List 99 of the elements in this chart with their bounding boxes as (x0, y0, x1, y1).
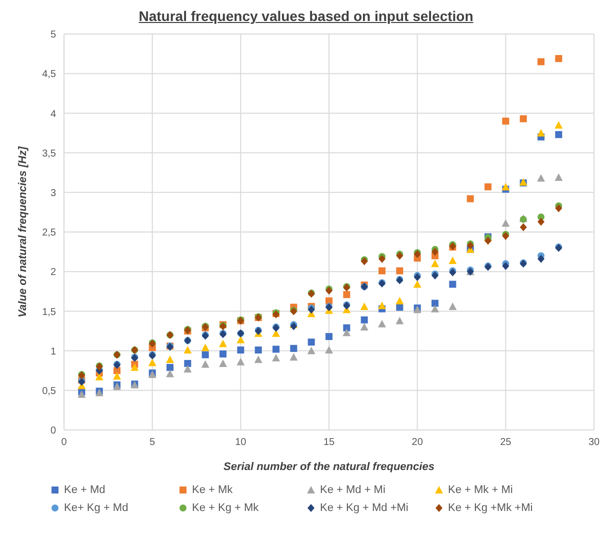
point (555, 55, 562, 62)
point (378, 267, 386, 274)
point (555, 204, 562, 212)
y-axis-title: Value of natural frequencies [Hz] (16, 146, 29, 318)
point (484, 183, 492, 190)
legend-label: Ke + Md (64, 484, 106, 496)
point (78, 390, 86, 398)
point (502, 118, 510, 125)
x-tick-label: 20 (412, 437, 424, 448)
point (272, 354, 280, 362)
point (343, 324, 350, 332)
point (219, 340, 227, 348)
point (184, 360, 192, 367)
point (537, 129, 545, 136)
point (448, 256, 457, 264)
point (378, 254, 386, 263)
y-tick-label: 0,5 (42, 386, 56, 397)
point (502, 219, 510, 227)
point (307, 346, 316, 354)
x-tick-label: 25 (500, 437, 512, 448)
point (308, 338, 315, 346)
point (554, 121, 563, 129)
point (466, 195, 474, 202)
point (272, 346, 280, 353)
point (413, 280, 422, 288)
point (166, 356, 174, 364)
point (432, 300, 438, 307)
point (202, 351, 209, 358)
point (148, 358, 156, 366)
point (502, 262, 510, 270)
legend-label: Ke + Mk (192, 484, 233, 496)
legend-label: Ke + Mk + Mi (448, 484, 513, 496)
point (130, 363, 139, 371)
point (538, 58, 544, 66)
legend-label: Ke + Md + Mi (320, 484, 386, 496)
y-tick-label: 4 (50, 108, 56, 120)
point (254, 346, 262, 354)
chart-title: Natural frequency values based on input selection (138, 8, 474, 24)
y-tick-label: 2 (50, 267, 56, 278)
point (378, 320, 386, 328)
point (520, 223, 527, 232)
point (555, 131, 562, 138)
point (448, 302, 457, 310)
legend-label: Ke + Kg + Md +Mi (320, 502, 408, 514)
point (431, 260, 439, 268)
point (360, 302, 368, 310)
point (360, 323, 368, 331)
point (520, 115, 527, 122)
point (431, 304, 439, 312)
point (378, 302, 386, 310)
point (326, 333, 332, 340)
x-axis-title: Serial number of the natural frequencies (224, 461, 434, 473)
point (237, 346, 244, 354)
point (432, 248, 438, 256)
point (396, 316, 404, 324)
point (236, 358, 245, 366)
legend-label: Ke+ Kg + Md (64, 502, 128, 514)
x-tick-label: 15 (323, 437, 335, 448)
point (113, 372, 121, 380)
y-tick-label: 3 (50, 188, 56, 199)
x-tick-label: 10 (235, 437, 247, 448)
y-tick-label: 1,5 (42, 306, 56, 318)
legend-label: Ke + Kg +Mk +Mi (448, 502, 533, 514)
point (290, 344, 298, 352)
point (201, 360, 210, 368)
point (236, 336, 245, 344)
point (360, 316, 368, 324)
point (396, 267, 404, 274)
y-tick-label: 5 (50, 30, 56, 41)
point (219, 359, 227, 367)
point (432, 272, 438, 280)
point (343, 291, 350, 298)
point (254, 356, 262, 364)
y-tick-label: 2,5 (42, 228, 56, 239)
x-tick-label: 5 (150, 437, 156, 448)
point (554, 173, 563, 181)
y-tick-label: 1 (50, 346, 56, 358)
point (325, 346, 333, 354)
point (290, 353, 298, 361)
y-tick-label: 4,5 (42, 69, 56, 80)
point (396, 296, 404, 304)
point (220, 350, 226, 358)
point (537, 174, 545, 182)
point (201, 344, 210, 352)
legend-label: Ke + Kg + Mk (192, 502, 259, 514)
point (342, 328, 351, 336)
y-tick-label: 3,5 (42, 148, 56, 160)
point (538, 218, 544, 226)
point (184, 365, 192, 373)
x-tick-label: 30 (588, 437, 600, 448)
point (184, 346, 192, 354)
y-tick-label: 0 (50, 426, 56, 437)
point (484, 236, 492, 245)
point (166, 370, 174, 378)
point (166, 364, 174, 371)
x-tick-label: 0 (61, 437, 68, 448)
point (449, 280, 456, 288)
point (502, 182, 510, 190)
point (538, 254, 544, 263)
